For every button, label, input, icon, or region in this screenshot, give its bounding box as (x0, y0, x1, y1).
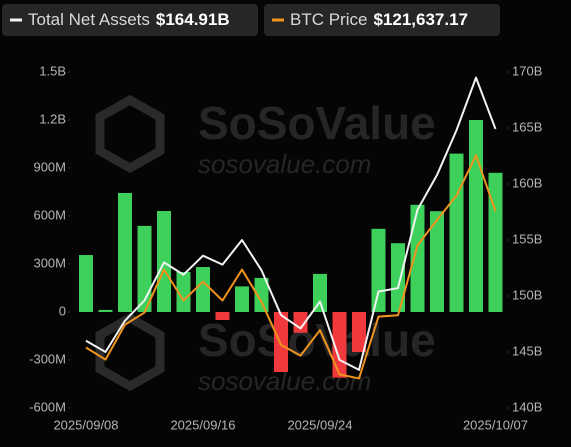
bar (469, 120, 483, 312)
bar (352, 312, 366, 352)
bar (449, 153, 464, 312)
y-tick-label: -300M (29, 351, 66, 366)
legend-box (264, 4, 500, 36)
bar (98, 309, 113, 312)
bar (176, 272, 191, 312)
y-tick-label: 1.5B (39, 63, 66, 78)
y-tick-label: 600M (33, 207, 66, 222)
legend-value: $164.91B (156, 10, 230, 29)
y2-tick-label: 150B (512, 287, 542, 302)
bar (371, 228, 386, 312)
plot (79, 76, 503, 380)
bar (293, 312, 308, 333)
legend-box (2, 4, 258, 36)
y2-tick-label: 140B (512, 399, 542, 414)
legend-name: Total Net Assets (28, 10, 150, 29)
y-tick-label: 0 (59, 303, 66, 318)
line (85, 154, 497, 380)
line (85, 76, 497, 371)
y-tick-label: 300M (33, 255, 66, 270)
watermark: SoSoValue (198, 97, 436, 149)
bar (196, 267, 210, 312)
y-tick-label: -600M (29, 399, 66, 414)
bar (274, 312, 288, 372)
y2-tick-label: 160B (512, 175, 542, 190)
x-tick-label: 2025/09/16 (170, 417, 235, 432)
y2-tick-label: 155B (512, 231, 542, 246)
watermark-logo (95, 94, 165, 392)
bar (410, 204, 425, 312)
y-tick-label: 1.2B (39, 111, 66, 126)
x-tick-label: 2025/09/24 (287, 417, 352, 432)
y-tick-label: 900M (33, 159, 66, 174)
bar (313, 273, 327, 312)
y2-tick-label: 170B (512, 63, 542, 78)
x-tick-label: 2025/09/08 (53, 417, 118, 432)
bar (430, 211, 444, 312)
bar (215, 312, 230, 320)
legend-value: $121,637.17 (373, 10, 468, 29)
legend-label: Total Net Assets $164.91B (28, 10, 230, 29)
legend-label: BTC Price $121,637.17 (290, 10, 468, 29)
bar (118, 192, 132, 312)
y2-tick-label: 145B (512, 343, 542, 358)
watermark: SoSoValue (198, 314, 436, 366)
watermark: sosovalue.com (198, 149, 371, 179)
bar (391, 243, 405, 312)
legend-name: BTC Price (290, 10, 367, 29)
bar (254, 277, 269, 312)
y2-tick-label: 165B (512, 119, 542, 134)
bar (137, 225, 152, 312)
bar (79, 255, 93, 312)
x-tick-label: 2025/10/07 (463, 417, 528, 432)
bar (488, 172, 503, 312)
bar (235, 286, 249, 312)
